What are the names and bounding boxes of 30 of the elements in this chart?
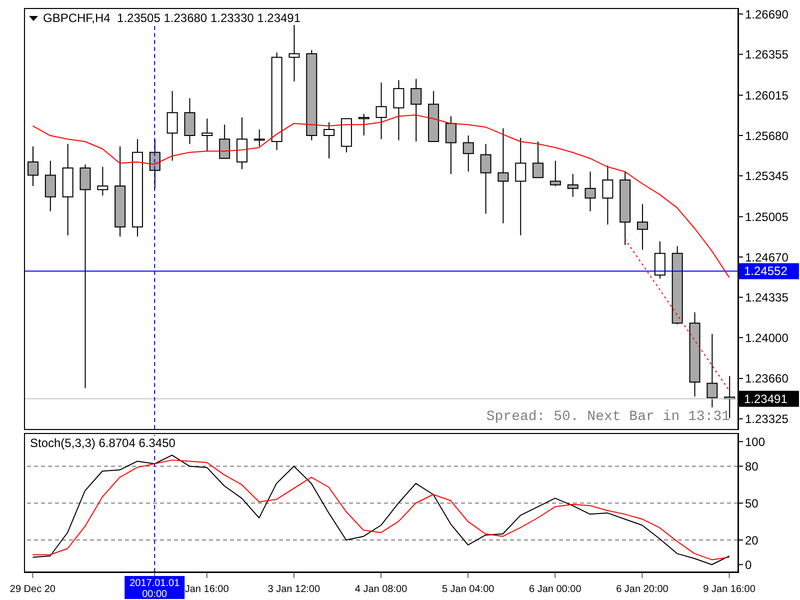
annotation: Spread: 50. Next Bar in 13:31 [486, 409, 730, 425]
y-tick-label: 1.26015 [745, 88, 789, 102]
ref-line-label: 1.24552 [744, 264, 788, 278]
x-tick-label: 4 Jan 08:00 [354, 584, 408, 595]
y-tick-label: 1.24670 [745, 250, 789, 264]
x-tick-label: 29 Dec 20 [10, 584, 56, 595]
y-tick-label: 1.26690 [745, 7, 789, 22]
y-tick-label: 1.25005 [745, 210, 789, 224]
y-tick-label: 1.25345 [745, 169, 789, 184]
chart-title: GBPCHF,H4 1.23505 1.23680 1.23330 1.23491 [43, 11, 301, 25]
x-tick-label: 6 Jan 00:00 [529, 584, 582, 595]
chart-title: Stoch(5,3,3) 6.8704 6.3450 [30, 436, 176, 450]
x-tick-label: 6 Jan 20:00 [616, 584, 669, 595]
y-tick-label: 1.24000 [745, 330, 789, 345]
y-tick-label: 1.24335 [745, 290, 789, 305]
y-tick-label: 1.23325 [745, 412, 789, 426]
y-tick-label: 80 [745, 459, 759, 474]
y-tick-label: 1.25680 [745, 128, 789, 143]
x-tick-label: 9 Jan 16:00 [703, 584, 756, 595]
x-tick-label: Jan 16:00 [184, 584, 230, 595]
y-tick-label: 100 [745, 434, 766, 449]
y-tick-label: 20 [745, 533, 759, 548]
y-tick-label: 1.23660 [745, 372, 789, 386]
x-tick-label: 5 Jan 04:00 [442, 584, 495, 595]
y-tick-label: 0 [745, 558, 752, 572]
y-tick-label: 1.26355 [745, 48, 789, 62]
ref-line-label: 1.23491 [744, 392, 788, 406]
x-tick-label: 2017.01.01 00:00 [130, 578, 180, 600]
y-tick-label: 50 [745, 496, 759, 510]
x-tick-label: 3 Jan 12:00 [268, 584, 320, 595]
